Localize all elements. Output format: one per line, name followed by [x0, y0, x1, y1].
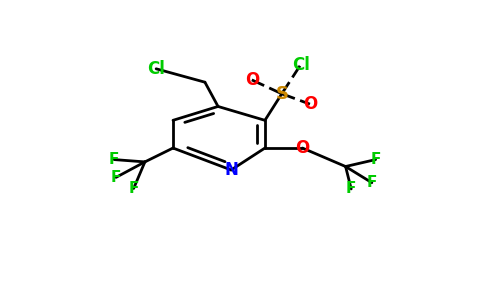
Text: Cl: Cl [292, 56, 309, 74]
Text: O: O [245, 71, 259, 89]
Text: O: O [295, 139, 310, 157]
Text: S: S [275, 85, 288, 103]
Text: F: F [111, 170, 121, 185]
Text: F: F [109, 152, 120, 167]
Text: F: F [367, 175, 377, 190]
Text: F: F [346, 182, 356, 196]
Text: Cl: Cl [147, 60, 165, 78]
Text: O: O [303, 95, 317, 113]
Text: F: F [370, 152, 381, 167]
Text: N: N [224, 161, 238, 179]
Text: F: F [128, 181, 139, 196]
